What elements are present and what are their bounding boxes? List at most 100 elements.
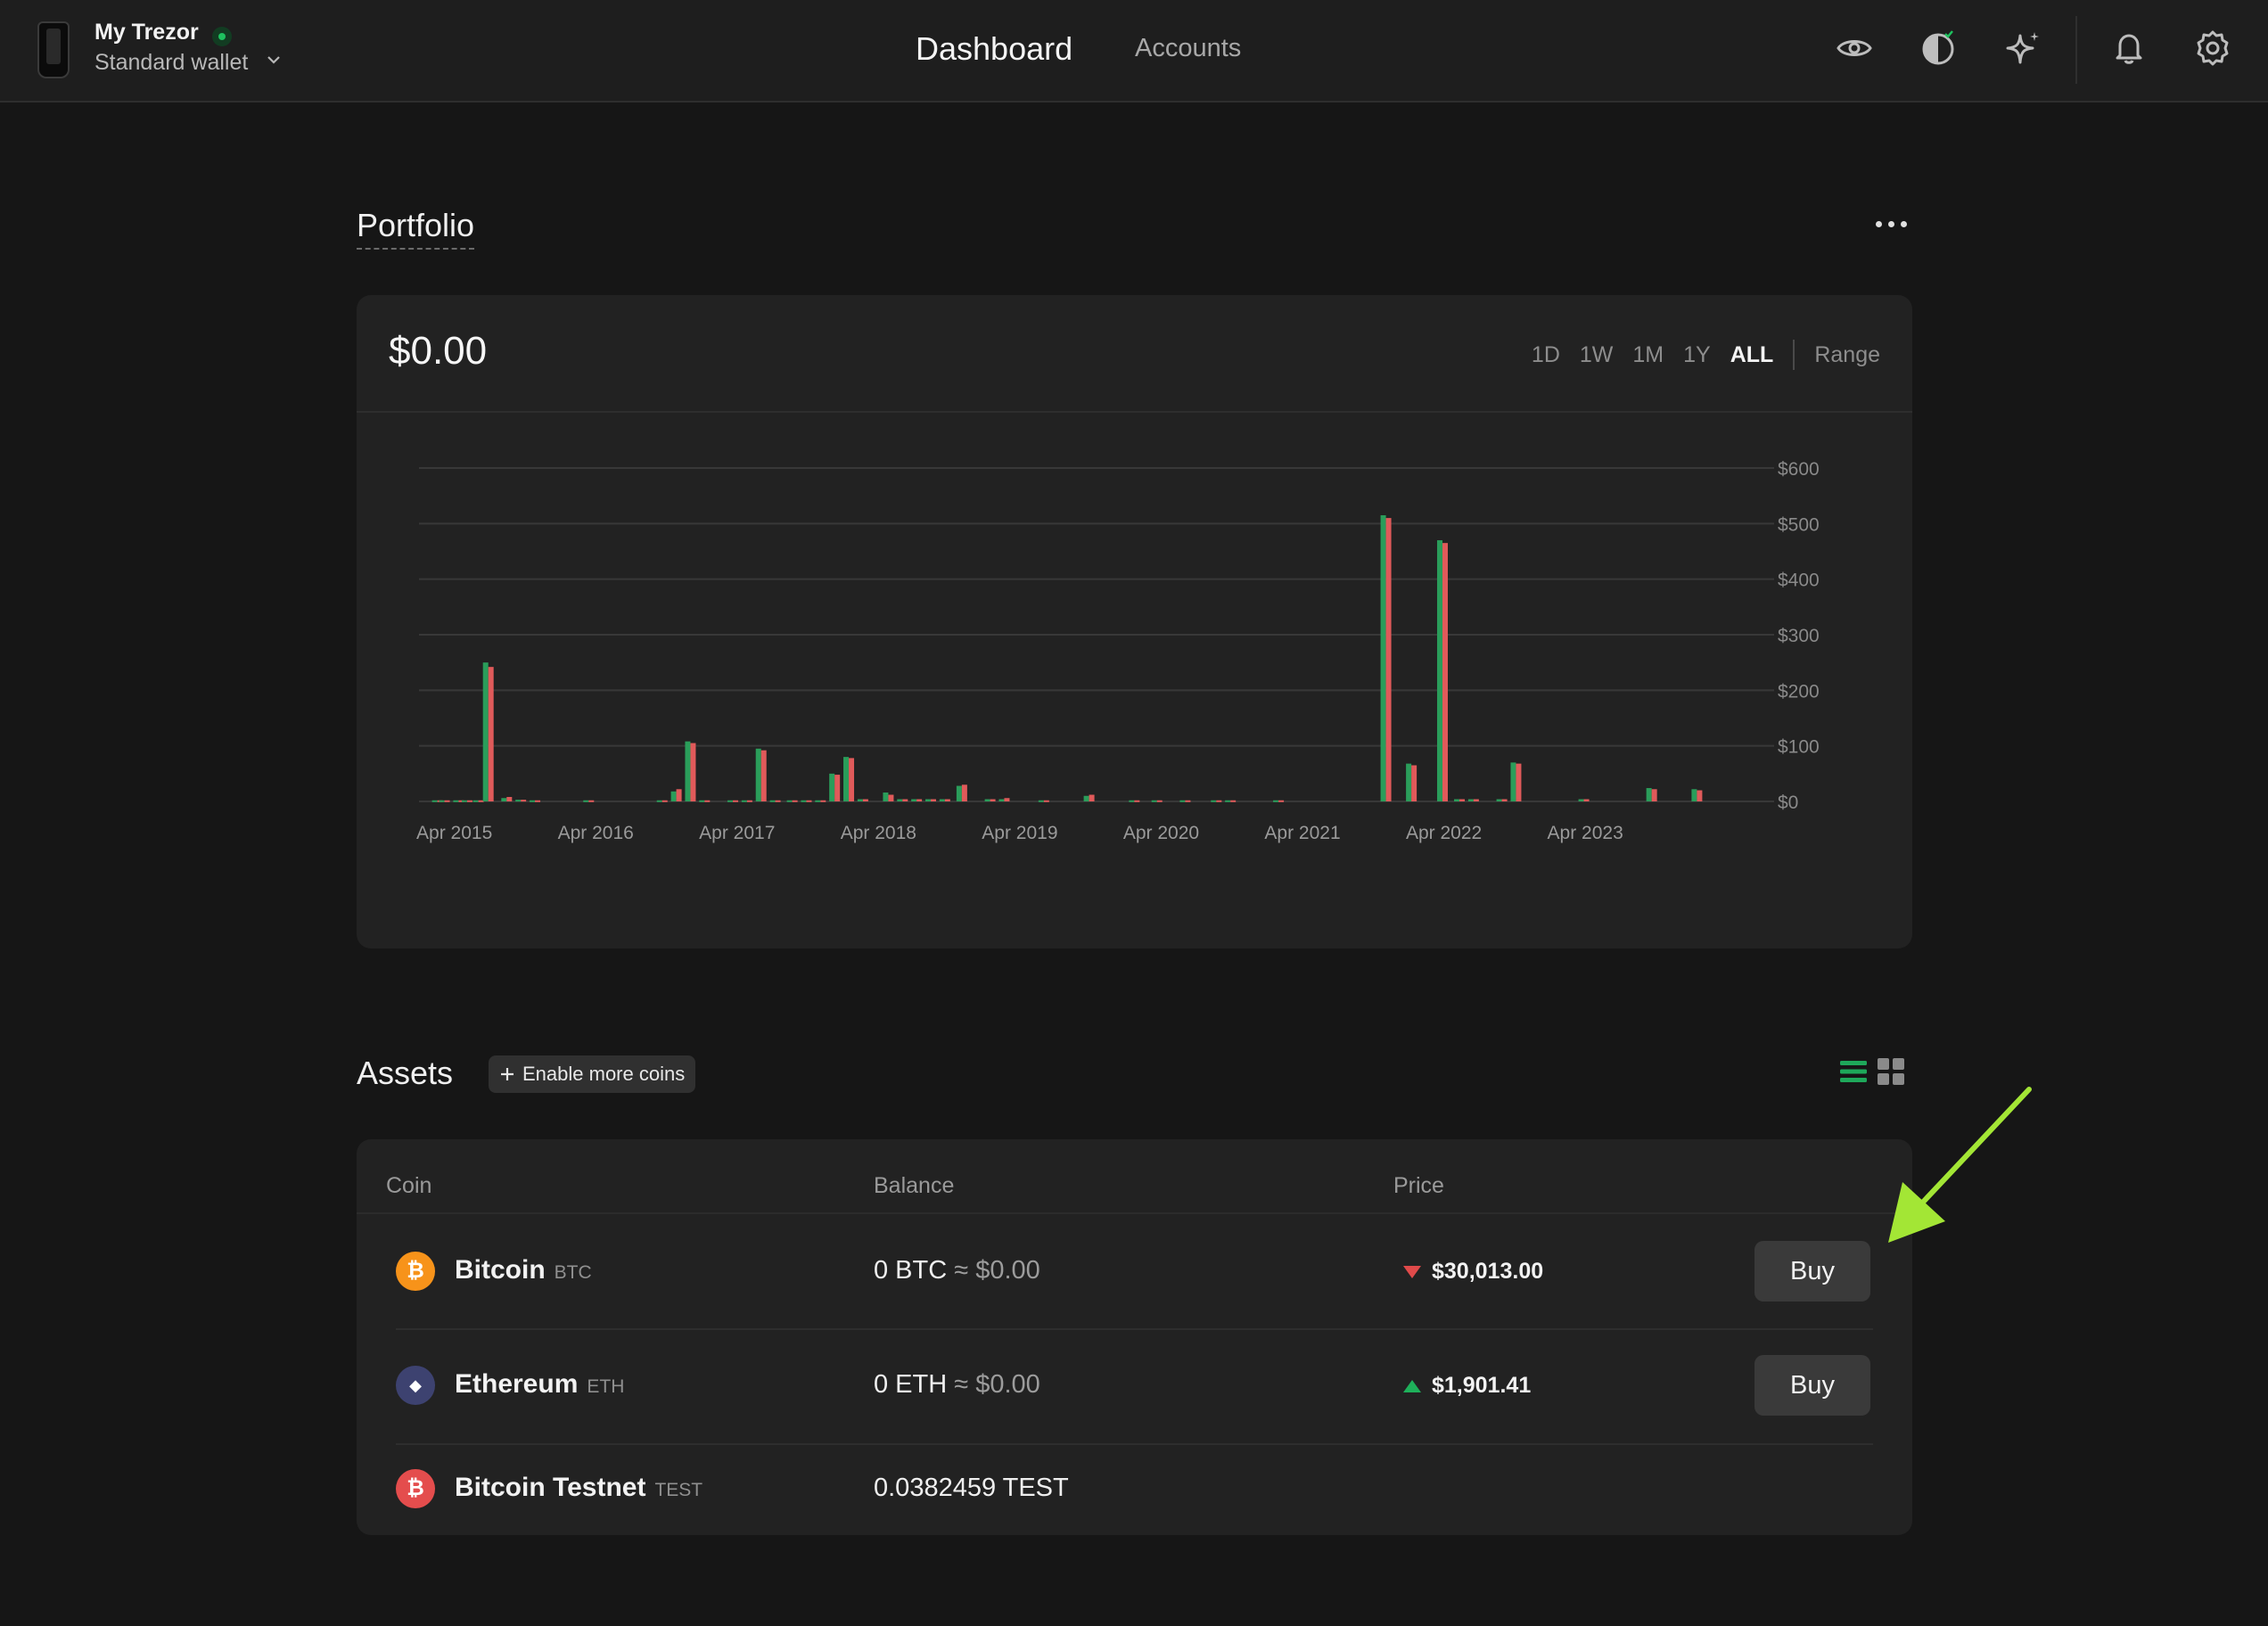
chart-bar <box>1459 799 1466 801</box>
x-tick-label: Apr 2020 <box>1123 823 1199 843</box>
chart-bar <box>888 794 894 801</box>
assets-title: Assets <box>357 1055 454 1091</box>
tab-accounts[interactable]: Accounts <box>1135 34 1242 62</box>
chart-bar <box>1467 799 1474 801</box>
chart-bar <box>1583 799 1590 801</box>
table-row[interactable]: ◆ Ethereum ETH 0 ETH ≈ $0.00 $1,901.41 Bu… <box>396 1330 1873 1444</box>
chart-bar <box>1516 763 1522 801</box>
chart-bar <box>1089 794 1095 801</box>
time-range-selector: 1D 1W 1M 1Y ALL Range <box>1532 340 1880 370</box>
chart-bar <box>815 800 821 802</box>
chart-bar <box>911 799 917 801</box>
discreet-mode-icon[interactable] <box>1917 27 1960 70</box>
chart-bar <box>727 800 734 802</box>
column-header-coin[interactable]: Coin <box>386 1173 432 1198</box>
chart-bar <box>786 800 793 802</box>
chart-bar <box>453 800 459 802</box>
chart-bar <box>857 799 863 801</box>
chart-bar <box>1510 762 1516 801</box>
chart-bar <box>685 741 691 801</box>
range-1m[interactable]: 1M <box>1632 341 1664 367</box>
buy-bitcoin-button[interactable]: Buy <box>1754 1241 1870 1302</box>
range-1y[interactable]: 1Y <box>1683 341 1711 367</box>
chart-bar <box>472 800 479 802</box>
chart-bar <box>482 662 489 801</box>
y-tick-label: $0 <box>1778 792 1798 813</box>
x-tick-label: Apr 2015 <box>416 823 492 843</box>
chart-bar <box>862 799 868 801</box>
chart-bar <box>461 800 467 802</box>
grid-view-icon[interactable] <box>1878 1058 1904 1085</box>
chart-bar <box>1211 800 1217 802</box>
y-tick-label: $600 <box>1778 459 1820 480</box>
chart-bar <box>1156 800 1163 802</box>
chart-bar <box>431 800 438 802</box>
bell-icon[interactable] <box>2108 27 2150 70</box>
chart-bar <box>662 800 668 802</box>
chart-bar <box>439 800 445 802</box>
x-tick-label: Apr 2019 <box>982 823 1057 843</box>
gear-icon[interactable] <box>2191 27 2234 70</box>
buy-ethereum-button[interactable]: Buy <box>1754 1355 1870 1416</box>
chart-bar <box>769 800 776 802</box>
chevron-down-icon[interactable] <box>266 52 282 68</box>
chart-bar <box>466 800 472 802</box>
trezor-device-icon[interactable] <box>37 21 70 78</box>
range-custom[interactable]: Range <box>1814 341 1880 367</box>
chart-bar <box>1496 799 1502 801</box>
coin-symbol: ETH <box>587 1376 625 1397</box>
bitcoin-icon: ₿ <box>396 1252 435 1291</box>
chart-bar <box>998 799 1005 801</box>
eye-icon[interactable] <box>1833 27 1876 70</box>
table-row[interactable]: ₿ Bitcoin BTC 0 BTC ≈ $0.00 $30,013.00 Bu… <box>396 1214 1873 1328</box>
chart-bar <box>801 800 807 802</box>
enable-more-coins-button[interactable]: Enable more coins <box>489 1055 696 1093</box>
range-1d[interactable]: 1D <box>1531 341 1560 367</box>
sparkle-icon[interactable] <box>2002 27 2045 70</box>
tab-dashboard[interactable]: Dashboard <box>916 30 1073 67</box>
range-all[interactable]: ALL <box>1730 341 1774 367</box>
chart-bar <box>956 785 962 801</box>
more-options-icon[interactable] <box>1876 214 1908 235</box>
column-header-balance[interactable]: Balance <box>874 1173 955 1198</box>
range-divider <box>1793 340 1796 370</box>
chart-bar <box>760 750 767 801</box>
fiat-balance: $0.00 <box>975 1256 1040 1285</box>
chart-bar <box>902 799 908 801</box>
chart-bar <box>1185 800 1191 802</box>
coin-price: $1,901.41 <box>1403 1373 1531 1399</box>
chart-bar <box>755 748 761 801</box>
chart-bar <box>1225 800 1231 802</box>
chart-bar <box>699 800 705 802</box>
header-divider <box>2075 16 2077 84</box>
chart-bar <box>1134 800 1140 802</box>
coin-balance: 0.0382459 TEST <box>874 1474 1069 1502</box>
price-down-icon <box>1403 1265 1421 1278</box>
chart-bar <box>829 773 835 801</box>
annotation-arrow-icon <box>1888 1087 2032 1243</box>
chart-bar <box>588 800 595 802</box>
chart-bar <box>1651 789 1657 801</box>
chart-bar <box>488 667 494 801</box>
table-row[interactable]: ₿ Bitcoin Testnet TEST 0.0382459 TEST <box>396 1445 1873 1559</box>
chart-bar <box>834 775 841 801</box>
chart-bar <box>1038 800 1044 802</box>
coin-symbol: TEST <box>654 1480 703 1500</box>
chart-bar <box>530 800 536 802</box>
bitcoin-testnet-icon: ₿ <box>396 1469 435 1508</box>
wallet-type-selector[interactable]: Standard wallet <box>94 50 249 75</box>
chart-bar <box>1411 765 1418 801</box>
chart-bar <box>1216 800 1222 802</box>
chart-bar <box>741 800 747 802</box>
chart-bar <box>1501 799 1508 801</box>
chart-bar <box>521 800 527 802</box>
wallet-name[interactable]: My Trezor <box>94 20 199 45</box>
column-header-price[interactable]: Price <box>1393 1173 1444 1198</box>
range-1w[interactable]: 1W <box>1579 341 1614 367</box>
x-tick-label: Apr 2016 <box>558 823 634 843</box>
row-divider <box>396 1328 1873 1330</box>
x-tick-label: Apr 2017 <box>699 823 775 843</box>
enable-more-coins-label: Enable more coins <box>522 1063 686 1085</box>
portfolio-title[interactable]: Portfolio <box>357 207 475 250</box>
list-view-icon[interactable] <box>1840 1058 1867 1085</box>
